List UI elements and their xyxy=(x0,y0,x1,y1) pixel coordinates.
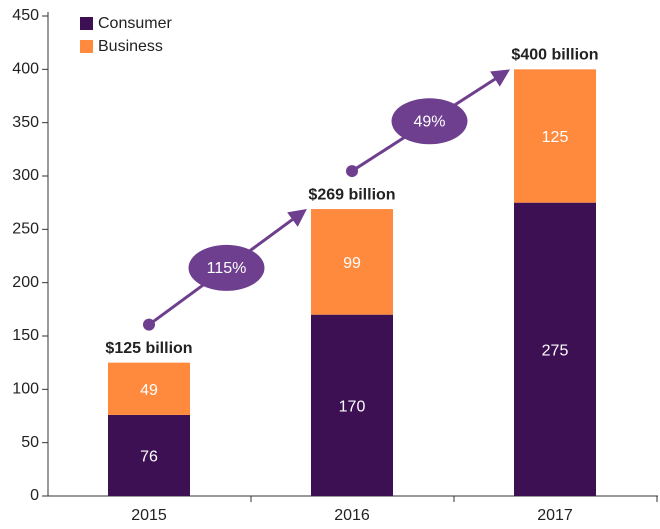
value-label: 99 xyxy=(343,255,361,272)
bar-segment xyxy=(311,314,393,496)
legend-label: Business xyxy=(98,38,163,55)
x-tick-label: 2016 xyxy=(334,507,370,524)
legend-swatch xyxy=(80,40,93,53)
total-label: $269 billion xyxy=(308,186,395,203)
y-tick-label: 450 xyxy=(12,7,39,24)
legend-swatch xyxy=(80,17,93,30)
y-tick-label: 0 xyxy=(30,487,39,504)
y-tick-label: 300 xyxy=(12,167,39,184)
value-label: 49 xyxy=(140,382,158,399)
growth-badge xyxy=(391,98,468,145)
y-tick-label: 50 xyxy=(21,434,39,451)
y-tick-label: 150 xyxy=(12,327,39,344)
total-label: $125 billion xyxy=(105,340,192,357)
bar-segment xyxy=(311,209,393,315)
value-label: 125 xyxy=(542,129,569,146)
bar-segment xyxy=(514,69,596,203)
x-tick-label: 2015 xyxy=(131,507,167,524)
y-tick-label: 250 xyxy=(12,221,39,238)
growth-badge xyxy=(188,244,265,291)
growth-label: 49% xyxy=(413,113,445,130)
value-label: 76 xyxy=(140,449,158,466)
total-label: $400 billion xyxy=(511,47,598,64)
bar-segment xyxy=(108,362,190,415)
y-tick-label: 200 xyxy=(12,274,39,291)
bar-segment xyxy=(514,202,596,496)
value-label: 170 xyxy=(339,399,366,416)
y-tick-label: 350 xyxy=(12,114,39,131)
x-tick-label: 2017 xyxy=(537,507,573,524)
y-tick-label: 100 xyxy=(12,381,39,398)
bar-segment xyxy=(108,414,190,496)
legend-label: Consumer xyxy=(98,15,172,32)
y-tick-label: 400 xyxy=(12,61,39,78)
value-label: 275 xyxy=(542,343,569,360)
growth-label: 115% xyxy=(207,260,247,277)
